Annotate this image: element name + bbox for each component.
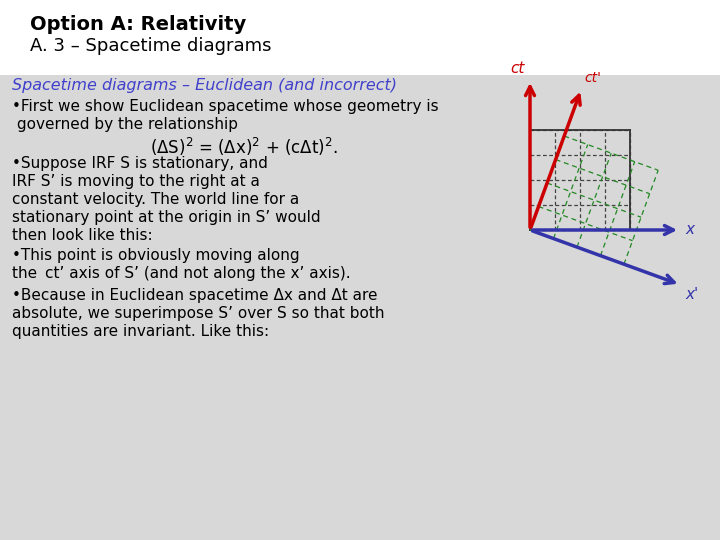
Text: ($\Delta$S)$^2$ = ($\Delta$x)$^2$ + (c$\Delta$t)$^2$.: ($\Delta$S)$^2$ = ($\Delta$x)$^2$ + (c$\… [150, 136, 338, 158]
Text: •Suppose IRF S is stationary, and: •Suppose IRF S is stationary, and [12, 156, 268, 171]
Text: •Because in Euclidean spacetime Δx and Δt are: •Because in Euclidean spacetime Δx and Δ… [12, 288, 377, 303]
Text: constant velocity. The world line for a: constant velocity. The world line for a [12, 192, 300, 207]
Text: A. 3 – Spacetime diagrams: A. 3 – Spacetime diagrams [30, 37, 271, 55]
Text: ct: ct [510, 61, 524, 76]
Text: governed by the relationship: governed by the relationship [12, 117, 238, 132]
Text: then look like this:: then look like this: [12, 228, 153, 243]
Text: the  ct’ axis of S’ (and not along the x’ axis).: the ct’ axis of S’ (and not along the x’… [12, 266, 351, 281]
Text: IRF S’ is moving to the right at a: IRF S’ is moving to the right at a [12, 174, 260, 189]
Text: quantities are invariant. Like this:: quantities are invariant. Like this: [12, 324, 269, 339]
Text: •First we show Euclidean spacetime whose geometry is: •First we show Euclidean spacetime whose… [12, 99, 438, 114]
Text: ct': ct' [585, 71, 601, 85]
Bar [0, 75, 720, 540]
Text: •This point is obviously moving along: •This point is obviously moving along [12, 248, 300, 263]
Text: Spacetime diagrams – Euclidean (and incorrect): Spacetime diagrams – Euclidean (and inco… [12, 78, 397, 93]
Text: absolute, we superimpose S’ over S so that both: absolute, we superimpose S’ over S so th… [12, 306, 384, 321]
Text: x: x [685, 222, 694, 238]
Text: Option A: Relativity: Option A: Relativity [30, 15, 246, 34]
Text: x': x' [685, 287, 698, 302]
Text: stationary point at the origin in S’ would: stationary point at the origin in S’ wou… [12, 210, 320, 225]
